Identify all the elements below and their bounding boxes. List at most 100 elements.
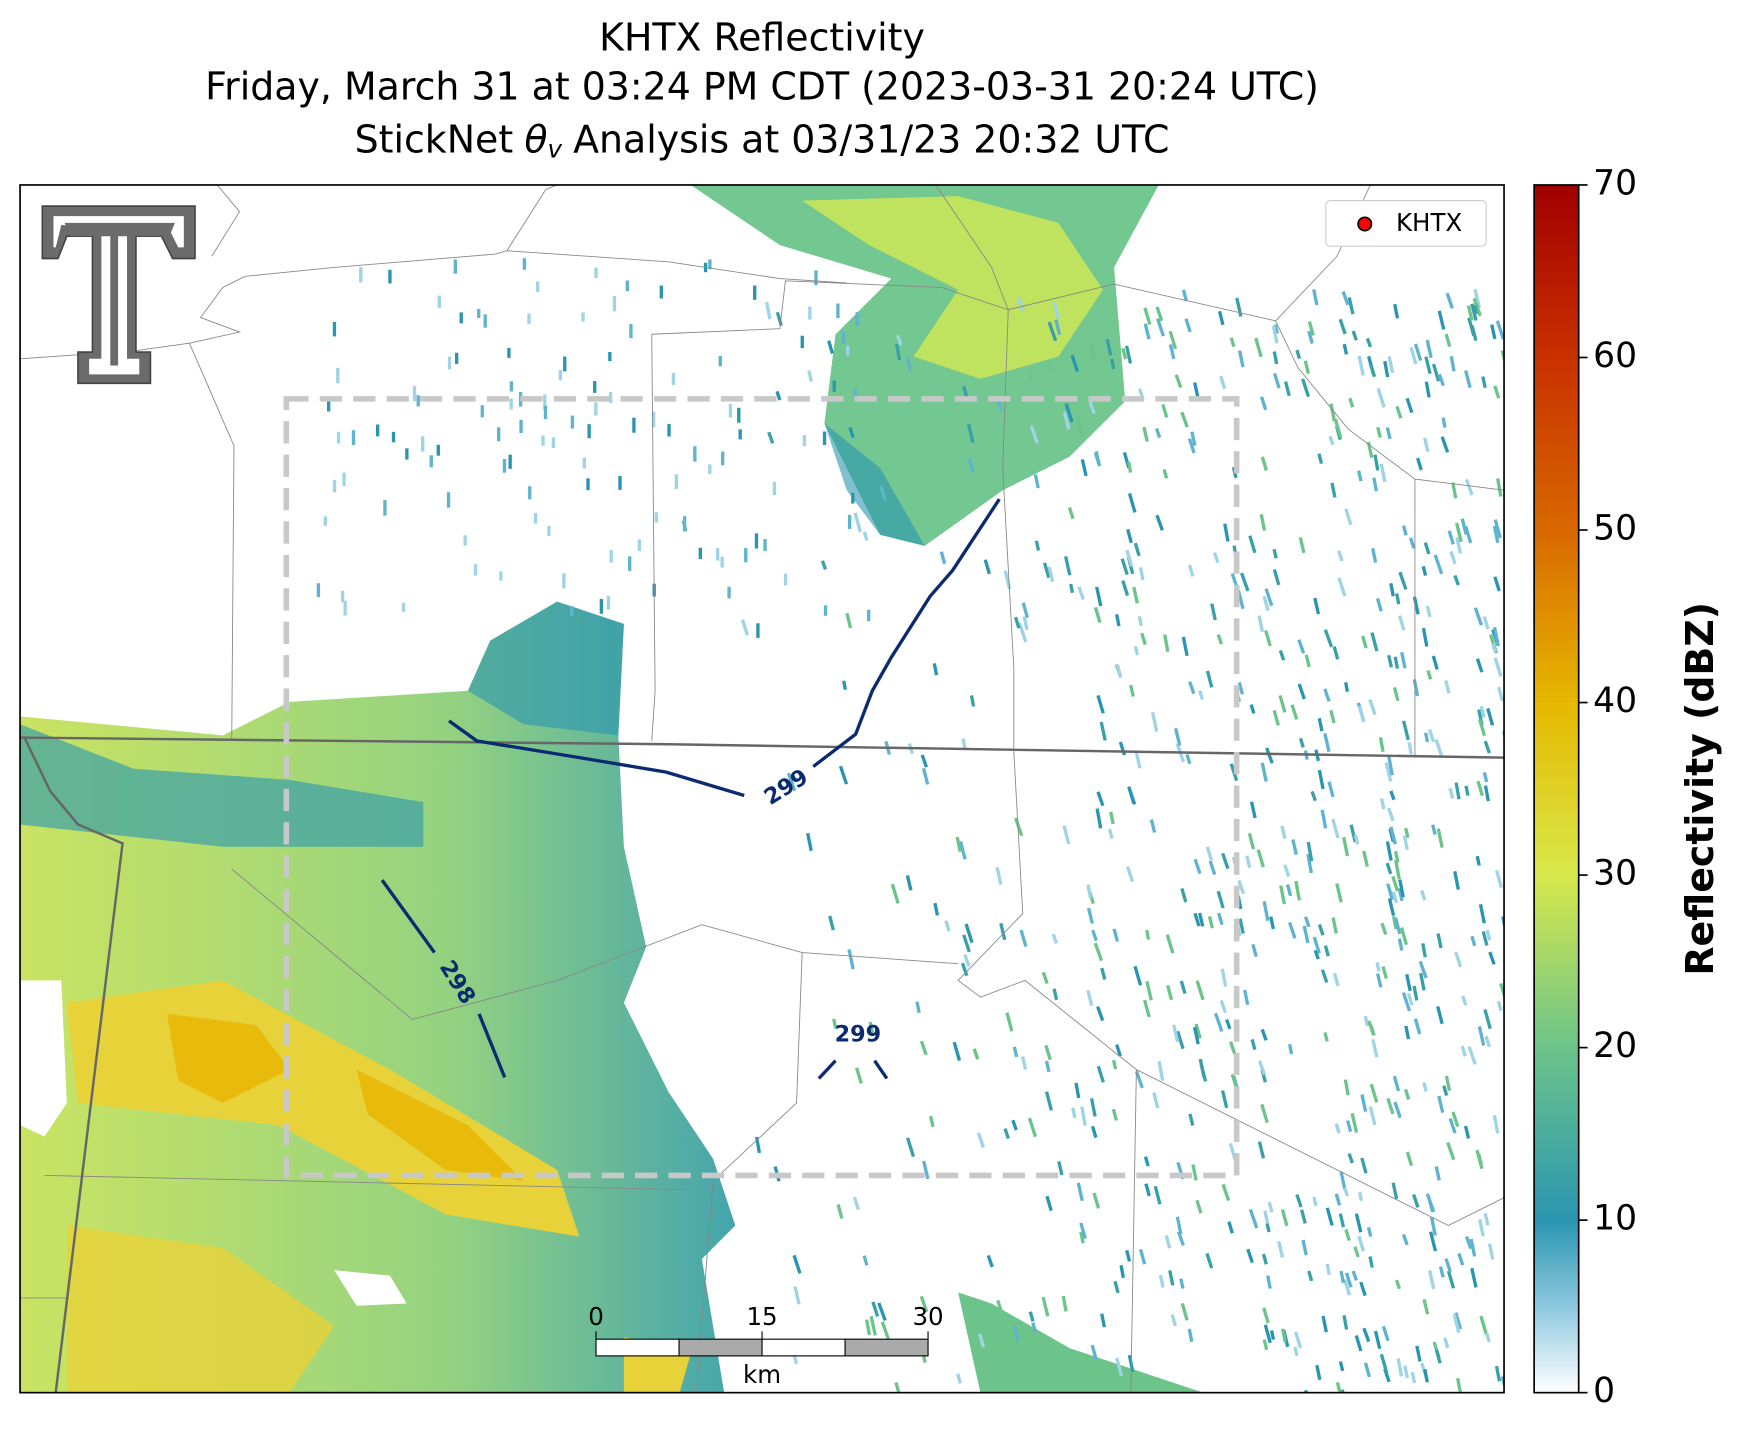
contour-label: 299 bbox=[835, 1022, 881, 1048]
radar-echo bbox=[1221, 1183, 1231, 1202]
radar-echo bbox=[1086, 989, 1094, 1007]
radar-echo bbox=[1360, 635, 1368, 649]
radar-echo bbox=[1290, 704, 1299, 720]
radar-echo bbox=[1484, 1035, 1492, 1048]
radar-echo bbox=[1401, 1233, 1409, 1246]
radar-echo bbox=[1193, 858, 1202, 875]
radar-echo bbox=[569, 606, 574, 617]
radar-echo bbox=[1491, 643, 1497, 653]
radar-echo bbox=[1347, 1153, 1354, 1164]
radar-echo bbox=[1093, 452, 1102, 467]
radar-echo bbox=[1366, 441, 1374, 458]
radar-echo bbox=[1086, 884, 1093, 899]
radar-echo bbox=[1191, 1164, 1198, 1181]
radar-echo bbox=[1251, 943, 1258, 958]
radar-echo bbox=[864, 1319, 872, 1336]
radar-echo bbox=[1187, 1328, 1194, 1343]
radar-echo bbox=[1266, 1275, 1272, 1289]
radar-echo bbox=[316, 583, 321, 598]
radar-echo bbox=[1332, 646, 1340, 660]
radar-echo bbox=[1394, 1279, 1402, 1290]
radar-echo bbox=[1394, 859, 1401, 880]
radar-echo bbox=[356, 1069, 524, 1181]
radar-echo bbox=[862, 1255, 869, 1266]
radar-echo bbox=[823, 605, 828, 616]
radar-echo bbox=[1496, 1000, 1503, 1012]
radar-echo bbox=[1096, 791, 1105, 807]
radar-echo bbox=[958, 841, 967, 860]
radar-echo bbox=[1334, 1123, 1341, 1134]
radar-echo bbox=[1312, 936, 1321, 954]
radar-echo bbox=[693, 446, 697, 462]
radar-echo bbox=[671, 372, 676, 385]
radar-echo bbox=[820, 560, 828, 571]
radar-echo bbox=[1184, 318, 1192, 333]
radar-echo bbox=[376, 424, 380, 437]
radar-echo bbox=[866, 609, 871, 622]
radar-echo bbox=[1271, 325, 1279, 344]
radar-echo bbox=[1303, 916, 1311, 928]
radar-echo bbox=[995, 866, 1003, 885]
radar-echo bbox=[1272, 709, 1280, 726]
radar-echo bbox=[1044, 1044, 1052, 1061]
radar-echo bbox=[1452, 1313, 1461, 1334]
radar-echo bbox=[1437, 310, 1446, 330]
radar-echo bbox=[1448, 1117, 1457, 1134]
radar-echo bbox=[1404, 1025, 1411, 1040]
radar-echo bbox=[802, 196, 1103, 379]
radar-echo bbox=[1150, 711, 1159, 733]
radar-echo bbox=[716, 547, 720, 561]
radar-echo bbox=[1492, 525, 1500, 544]
radar-echo bbox=[1263, 1210, 1270, 1224]
radar-echo bbox=[1248, 1208, 1259, 1229]
radar-echo bbox=[1280, 1328, 1287, 1343]
radar-echo bbox=[1165, 934, 1175, 954]
radar-echo bbox=[1315, 1364, 1322, 1381]
radar-echo bbox=[1263, 1324, 1272, 1344]
radar-echo bbox=[1393, 850, 1400, 863]
radar-echo bbox=[1077, 586, 1086, 601]
radar-echo bbox=[1482, 771, 1489, 783]
radar-echo bbox=[847, 949, 855, 970]
radar-echo bbox=[1044, 1091, 1053, 1111]
radar-echo bbox=[1217, 310, 1225, 326]
radar-echo bbox=[960, 962, 969, 977]
radar-echo bbox=[1155, 514, 1164, 531]
scale-tick-label: 0 bbox=[588, 1302, 604, 1331]
radar-echo bbox=[543, 394, 547, 410]
radar-echo bbox=[1429, 1216, 1437, 1236]
radar-echo bbox=[986, 1254, 994, 1268]
radar-echo bbox=[1353, 834, 1360, 845]
radar-echo bbox=[1272, 568, 1281, 586]
radar-echo bbox=[1393, 303, 1400, 319]
radar-echo bbox=[1090, 1125, 1098, 1139]
radar-echo bbox=[1446, 1141, 1456, 1161]
radar-echo bbox=[1473, 288, 1482, 309]
radar-echo bbox=[983, 559, 991, 575]
radar-echo bbox=[1368, 1256, 1374, 1268]
radar-echo bbox=[832, 380, 836, 392]
scale-segment bbox=[761, 1338, 846, 1357]
radar-echo bbox=[459, 312, 463, 324]
radar-echo bbox=[1063, 556, 1072, 576]
radar-echo bbox=[1444, 680, 1451, 694]
radar-echo bbox=[1220, 1090, 1229, 1109]
radar-echo bbox=[618, 475, 622, 490]
radar-echo bbox=[928, 1115, 935, 1128]
radar-echo bbox=[1088, 401, 1096, 415]
radar-echo bbox=[1303, 360, 1310, 375]
radar-echo bbox=[962, 934, 971, 953]
radar-echo bbox=[1473, 607, 1484, 626]
radar-echo bbox=[1424, 381, 1431, 398]
radar-echo bbox=[845, 612, 853, 629]
radar-echo bbox=[499, 571, 503, 581]
radar-echo bbox=[1304, 654, 1311, 668]
radar-echo bbox=[1149, 819, 1157, 833]
radar-echo bbox=[1321, 1315, 1328, 1333]
radar-echo bbox=[1262, 595, 1270, 612]
scale-segment bbox=[844, 1338, 929, 1357]
radar-echo bbox=[1393, 656, 1400, 669]
radar-echo bbox=[1392, 687, 1400, 702]
radar-echo bbox=[1237, 879, 1246, 895]
radar-echo bbox=[1192, 382, 1201, 401]
